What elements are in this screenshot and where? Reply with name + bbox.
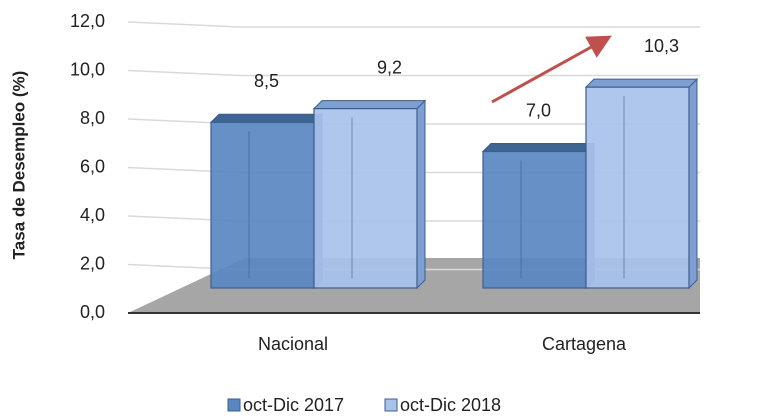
trend-arrow — [491, 35, 612, 104]
legend-label: oct-Dic 2018 — [400, 395, 501, 415]
bar-side — [416, 99, 426, 290]
value-label: 10,3 — [644, 36, 679, 56]
value-label: 8,5 — [254, 71, 279, 91]
y-axis-title: Tasa de Desempleo (%) — [9, 71, 28, 260]
bar-top — [312, 100, 427, 110]
legend-swatch — [227, 398, 241, 412]
y-tick-label: 8,0 — [80, 108, 105, 128]
grid-line — [127, 21, 700, 28]
x-tick-label: Nacional — [258, 334, 328, 354]
y-tick-label: 2,0 — [80, 253, 105, 273]
bar-side — [688, 77, 698, 290]
x-tick-label: Cartagena — [542, 334, 627, 354]
bar-top — [481, 143, 596, 152]
value-label: 7,0 — [526, 100, 551, 120]
legend-label: oct-Dic 2017 — [243, 395, 344, 415]
value-label: 9,2 — [377, 57, 402, 77]
bar — [313, 107, 418, 289]
bar-top — [584, 78, 699, 88]
grid-line — [127, 69, 700, 77]
y-tick-label: 10,0 — [70, 59, 105, 79]
y-tick-label: 4,0 — [80, 205, 105, 225]
bar-top — [209, 113, 324, 123]
y-tick-label: 6,0 — [80, 156, 105, 176]
y-tick-label: 0,0 — [80, 302, 105, 322]
plot: 0,0 2,0 4,0 6,0 8,0 10,0 12,0 Nacional 8,5 9,2 Car… — [70, 11, 700, 354]
legend-swatch — [384, 398, 398, 412]
bar — [210, 121, 315, 289]
bar — [585, 86, 690, 289]
y-tick-label: 12,0 — [70, 11, 105, 31]
bar — [482, 150, 587, 289]
